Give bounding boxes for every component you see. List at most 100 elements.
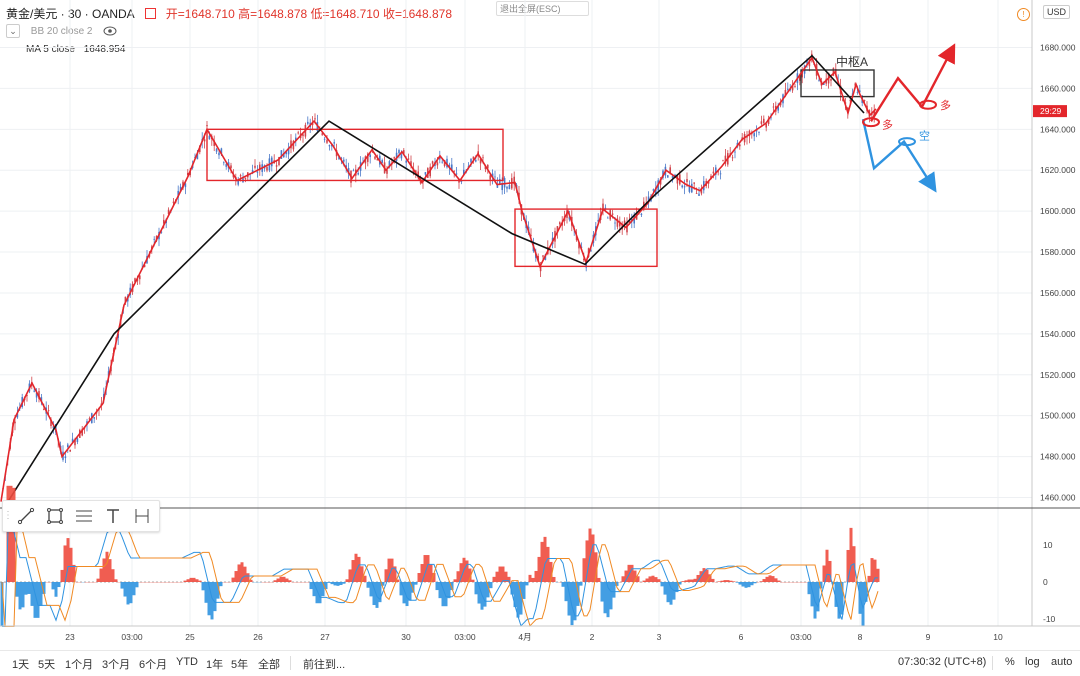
candle-body bbox=[761, 121, 763, 124]
range-5d[interactable]: 5天 bbox=[38, 656, 55, 672]
histogram-bar bbox=[544, 537, 547, 582]
histogram-bar bbox=[529, 575, 532, 582]
candle-body bbox=[173, 202, 175, 203]
rectangle-tool-icon[interactable] bbox=[40, 502, 69, 530]
histogram-bar bbox=[772, 576, 775, 582]
candle-body bbox=[753, 133, 755, 136]
candle-body bbox=[667, 175, 669, 177]
histogram-bar bbox=[334, 582, 337, 585]
candle-body bbox=[230, 165, 232, 168]
candle-body bbox=[614, 223, 616, 224]
histogram-bar bbox=[727, 580, 730, 582]
histogram-bar bbox=[121, 582, 124, 589]
candle-body bbox=[696, 193, 698, 194]
candle-body bbox=[240, 175, 242, 176]
histogram-bar bbox=[415, 582, 418, 585]
range-5y[interactable]: 5年 bbox=[231, 656, 248, 672]
text-tool-icon[interactable] bbox=[98, 502, 127, 530]
histogram-bar bbox=[493, 577, 496, 582]
histogram-bar bbox=[580, 582, 583, 586]
candle-body bbox=[506, 187, 508, 189]
histogram-bar bbox=[130, 582, 133, 603]
histogram-bar bbox=[367, 582, 370, 588]
candle-body bbox=[864, 100, 866, 101]
candle-body bbox=[489, 175, 491, 179]
histogram-bar bbox=[457, 571, 460, 582]
histogram-bar bbox=[70, 548, 73, 582]
candle-body bbox=[693, 182, 695, 183]
range-ytd[interactable]: YTD bbox=[176, 656, 198, 668]
histogram-bar bbox=[733, 581, 736, 582]
fib-tool-icon[interactable] bbox=[69, 502, 98, 530]
long-label: 多 bbox=[940, 98, 951, 112]
candle-body bbox=[456, 174, 458, 175]
histogram-bar bbox=[214, 582, 217, 611]
histogram-bar bbox=[484, 582, 487, 607]
histogram-bar bbox=[340, 582, 343, 585]
clock-display[interactable]: 07:30:32 (UTC+8) bbox=[898, 656, 986, 668]
range-all[interactable]: 全部 bbox=[258, 656, 280, 672]
range-6m[interactable]: 6个月 bbox=[139, 656, 167, 672]
histogram-bar bbox=[370, 582, 373, 596]
histogram-bar bbox=[16, 582, 19, 597]
histogram-bar bbox=[109, 559, 112, 582]
y-tick-label: 1500.000 bbox=[1040, 411, 1076, 421]
histogram-bar bbox=[646, 579, 649, 582]
candle-body bbox=[223, 162, 225, 163]
histogram-bar bbox=[193, 578, 196, 582]
range-3m[interactable]: 3个月 bbox=[102, 656, 130, 672]
histogram-bar bbox=[331, 582, 334, 584]
log-toggle[interactable]: log bbox=[1025, 656, 1040, 668]
histogram-bar bbox=[610, 582, 613, 609]
histogram-bar bbox=[691, 580, 694, 582]
histogram-bar bbox=[868, 576, 871, 582]
histogram-bar bbox=[358, 557, 361, 582]
y-tick-label: 1660.000 bbox=[1040, 83, 1076, 93]
histogram-bar bbox=[289, 580, 292, 582]
histogram-bar bbox=[211, 582, 214, 619]
histogram-bar bbox=[205, 582, 208, 603]
candle-body bbox=[343, 160, 345, 162]
candle-body bbox=[33, 391, 35, 392]
histogram-bar bbox=[583, 558, 586, 582]
short-label: 空 bbox=[919, 129, 930, 143]
divider bbox=[992, 656, 993, 670]
goto-button[interactable]: 前往到... bbox=[303, 656, 345, 672]
histogram-bar bbox=[466, 560, 469, 582]
measure-tool-icon[interactable] bbox=[127, 502, 156, 530]
candle-body bbox=[374, 157, 376, 159]
histogram-bar bbox=[22, 582, 25, 607]
range-1d[interactable]: 1天 bbox=[12, 656, 29, 672]
zone-a-label: 中枢A bbox=[836, 54, 868, 69]
histogram-bar bbox=[286, 579, 289, 582]
histogram-bar bbox=[418, 573, 421, 582]
histogram-bar bbox=[55, 582, 58, 597]
x-tick-label: 26 bbox=[253, 632, 263, 642]
histogram-bar bbox=[232, 578, 235, 582]
percent-toggle[interactable]: % bbox=[1005, 656, 1015, 668]
histogram-bar bbox=[199, 581, 202, 582]
osc-tick-label: -10 bbox=[1043, 614, 1056, 624]
osc-tick-label: 10 bbox=[1043, 540, 1053, 550]
candle-body bbox=[93, 417, 95, 418]
candle-body bbox=[333, 142, 335, 143]
candle-body bbox=[408, 159, 410, 160]
histogram-bar bbox=[694, 579, 697, 582]
drag-handle-icon[interactable]: ⋮ bbox=[3, 506, 11, 526]
drawing-toolbar: ⋮ bbox=[2, 500, 160, 532]
histogram-bar bbox=[667, 582, 670, 602]
histogram-bar bbox=[499, 567, 502, 582]
auto-toggle[interactable]: auto bbox=[1051, 656, 1072, 668]
candle-body bbox=[405, 161, 407, 163]
y-tick-label: 1640.000 bbox=[1040, 124, 1076, 134]
range-1m[interactable]: 1个月 bbox=[65, 656, 93, 672]
range-1y[interactable]: 1年 bbox=[206, 656, 223, 672]
histogram-bar bbox=[724, 580, 727, 582]
long-label: 多 bbox=[882, 117, 893, 131]
histogram-bar bbox=[850, 528, 853, 582]
histogram-bar bbox=[601, 582, 604, 602]
trend-line-tool-icon[interactable] bbox=[11, 502, 40, 530]
histogram-bar bbox=[235, 571, 238, 582]
